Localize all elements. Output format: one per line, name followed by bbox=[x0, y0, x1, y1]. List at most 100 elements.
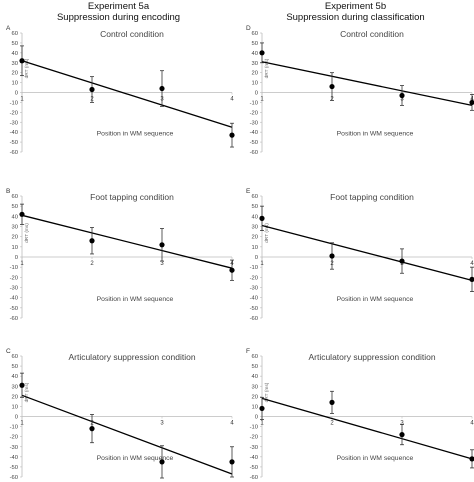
y-tick-label: 10 bbox=[252, 404, 258, 410]
data-point bbox=[19, 211, 25, 217]
y-tick-label: 60 bbox=[252, 31, 258, 37]
panel-D: D Control condition 60 50 40 30 20 10 0 -10 -20 -30… bbox=[246, 25, 474, 156]
y-tick-label: 10 bbox=[12, 404, 18, 410]
y-tick-label: 0 bbox=[255, 255, 258, 261]
y-tick-label: -20 bbox=[10, 110, 18, 116]
y-axis-label: dRT (ms) bbox=[264, 223, 270, 243]
y-tick-label: -40 bbox=[250, 296, 258, 302]
x-tick-label: 3 bbox=[400, 421, 404, 427]
panel-F: F Articulatory suppression condition 60 50 4… bbox=[246, 348, 474, 481]
y-tick-label: 50 bbox=[12, 364, 18, 370]
y-tick-label: 30 bbox=[12, 61, 18, 67]
y-tick-label: 0 bbox=[15, 91, 18, 97]
title-experiment-5a: Experiment 5a Suppression during encodin… bbox=[0, 1, 237, 23]
y-tick-label: -40 bbox=[10, 296, 18, 302]
panel-B: B Foot tapping condition 60 50 40 30 20 10 0 -10 -… bbox=[6, 188, 235, 322]
y-tick-label: 40 bbox=[252, 374, 258, 380]
x-axis-title: Position in WM sequence bbox=[97, 455, 174, 462]
y-tick-label: -40 bbox=[250, 130, 258, 136]
data-point bbox=[89, 426, 95, 432]
data-point bbox=[159, 242, 165, 248]
y-tick-label: -20 bbox=[10, 275, 18, 281]
data-point bbox=[229, 267, 235, 273]
trend-line bbox=[261, 61, 473, 107]
data-point bbox=[399, 432, 405, 438]
y-tick-label: -30 bbox=[250, 120, 258, 126]
data-point bbox=[329, 399, 335, 405]
y-tick-label: 50 bbox=[252, 204, 258, 210]
y-axis-label: dRT (ms) bbox=[24, 58, 30, 78]
y-tick-label: 20 bbox=[252, 71, 258, 77]
x-tick-label: 4 bbox=[470, 261, 474, 267]
y-tick-label: -50 bbox=[10, 306, 18, 312]
panel-title: Articulatory suppression condition bbox=[68, 352, 195, 362]
y-tick-label: -50 bbox=[250, 306, 258, 312]
y-tick-label: -20 bbox=[250, 435, 258, 441]
title-5a-line2: Suppression during encoding bbox=[56, 12, 181, 23]
y-tick-label: 50 bbox=[252, 364, 258, 370]
x-axis-title: Position in WM sequence bbox=[97, 296, 174, 303]
data-point bbox=[469, 456, 474, 462]
x-tick-label: 1 bbox=[260, 261, 264, 267]
y-tick-label: 10 bbox=[12, 245, 18, 251]
y-tick-label: -30 bbox=[10, 445, 18, 451]
panel-title: Foot tapping condition bbox=[90, 192, 174, 202]
y-tick-label: -30 bbox=[250, 286, 258, 292]
data-point bbox=[229, 132, 235, 138]
x-tick-label: 1 bbox=[20, 261, 24, 267]
panel-title: Control condition bbox=[340, 29, 404, 39]
y-tick-label: -60 bbox=[10, 150, 18, 156]
data-point bbox=[259, 405, 265, 412]
panel-letter: C bbox=[6, 348, 11, 355]
y-tick-label: 40 bbox=[12, 374, 18, 380]
y-tick-label: -50 bbox=[250, 465, 258, 471]
data-point bbox=[89, 238, 95, 244]
y-tick-label: -10 bbox=[10, 265, 18, 271]
y-tick-label: -50 bbox=[10, 465, 18, 471]
x-tick-label: 1 bbox=[260, 421, 264, 427]
y-tick-label: 20 bbox=[12, 394, 18, 400]
y-axis-label: dRT (ms) bbox=[24, 382, 30, 402]
y-tick-label: -60 bbox=[250, 316, 258, 322]
title-5b-line1: Experiment 5b bbox=[324, 1, 387, 12]
y-tick-label: 60 bbox=[12, 194, 18, 200]
y-tick-label: 60 bbox=[12, 354, 18, 360]
title-experiment-5b: Experiment 5b Suppression during classif… bbox=[237, 1, 474, 23]
y-tick-label: 10 bbox=[252, 81, 258, 87]
y-tick-label: 20 bbox=[12, 235, 18, 241]
y-axis-label: dRT (ms) bbox=[24, 223, 30, 243]
y-tick-label: -60 bbox=[250, 150, 258, 156]
y-tick-label: 30 bbox=[252, 384, 258, 390]
x-axis-title: Position in WM sequence bbox=[337, 130, 414, 137]
y-tick-label: -30 bbox=[10, 120, 18, 126]
data-point bbox=[159, 459, 165, 465]
data-point bbox=[229, 459, 235, 465]
y-tick-label: -30 bbox=[250, 445, 258, 451]
data-point bbox=[19, 382, 25, 388]
x-tick-label: 3 bbox=[160, 261, 164, 267]
x-tick-label: 4 bbox=[230, 97, 234, 103]
data-point bbox=[399, 258, 405, 264]
title-5b-line2: Suppression during classification bbox=[286, 12, 425, 23]
x-tick-label: 1 bbox=[20, 421, 24, 427]
panel-title: Articulatory suppression condition bbox=[308, 352, 435, 362]
y-tick-label: 50 bbox=[12, 41, 18, 47]
panel-A: A Control condition 60 50 40 30 20 10 0 -10 -20 -30… bbox=[6, 25, 235, 156]
x-tick-label: 1 bbox=[20, 97, 24, 103]
x-axis-title: Position in WM sequence bbox=[337, 455, 414, 462]
panel-title: Control condition bbox=[100, 29, 164, 39]
y-tick-label: -50 bbox=[10, 140, 18, 146]
x-axis-title: Position in WM sequence bbox=[337, 296, 414, 303]
x-tick-label: 4 bbox=[470, 421, 474, 427]
y-tick-label: -60 bbox=[10, 475, 18, 481]
panel-C: C Articulatory suppression condition 60 50 4… bbox=[6, 348, 235, 481]
y-tick-label: 50 bbox=[252, 41, 258, 47]
trend-line bbox=[21, 214, 233, 269]
x-tick-label: 4 bbox=[230, 421, 234, 427]
y-tick-label: 0 bbox=[15, 415, 18, 421]
y-tick-label: 20 bbox=[252, 394, 258, 400]
y-tick-label: 40 bbox=[12, 214, 18, 220]
data-point bbox=[329, 83, 335, 90]
y-tick-label: -50 bbox=[250, 140, 258, 146]
